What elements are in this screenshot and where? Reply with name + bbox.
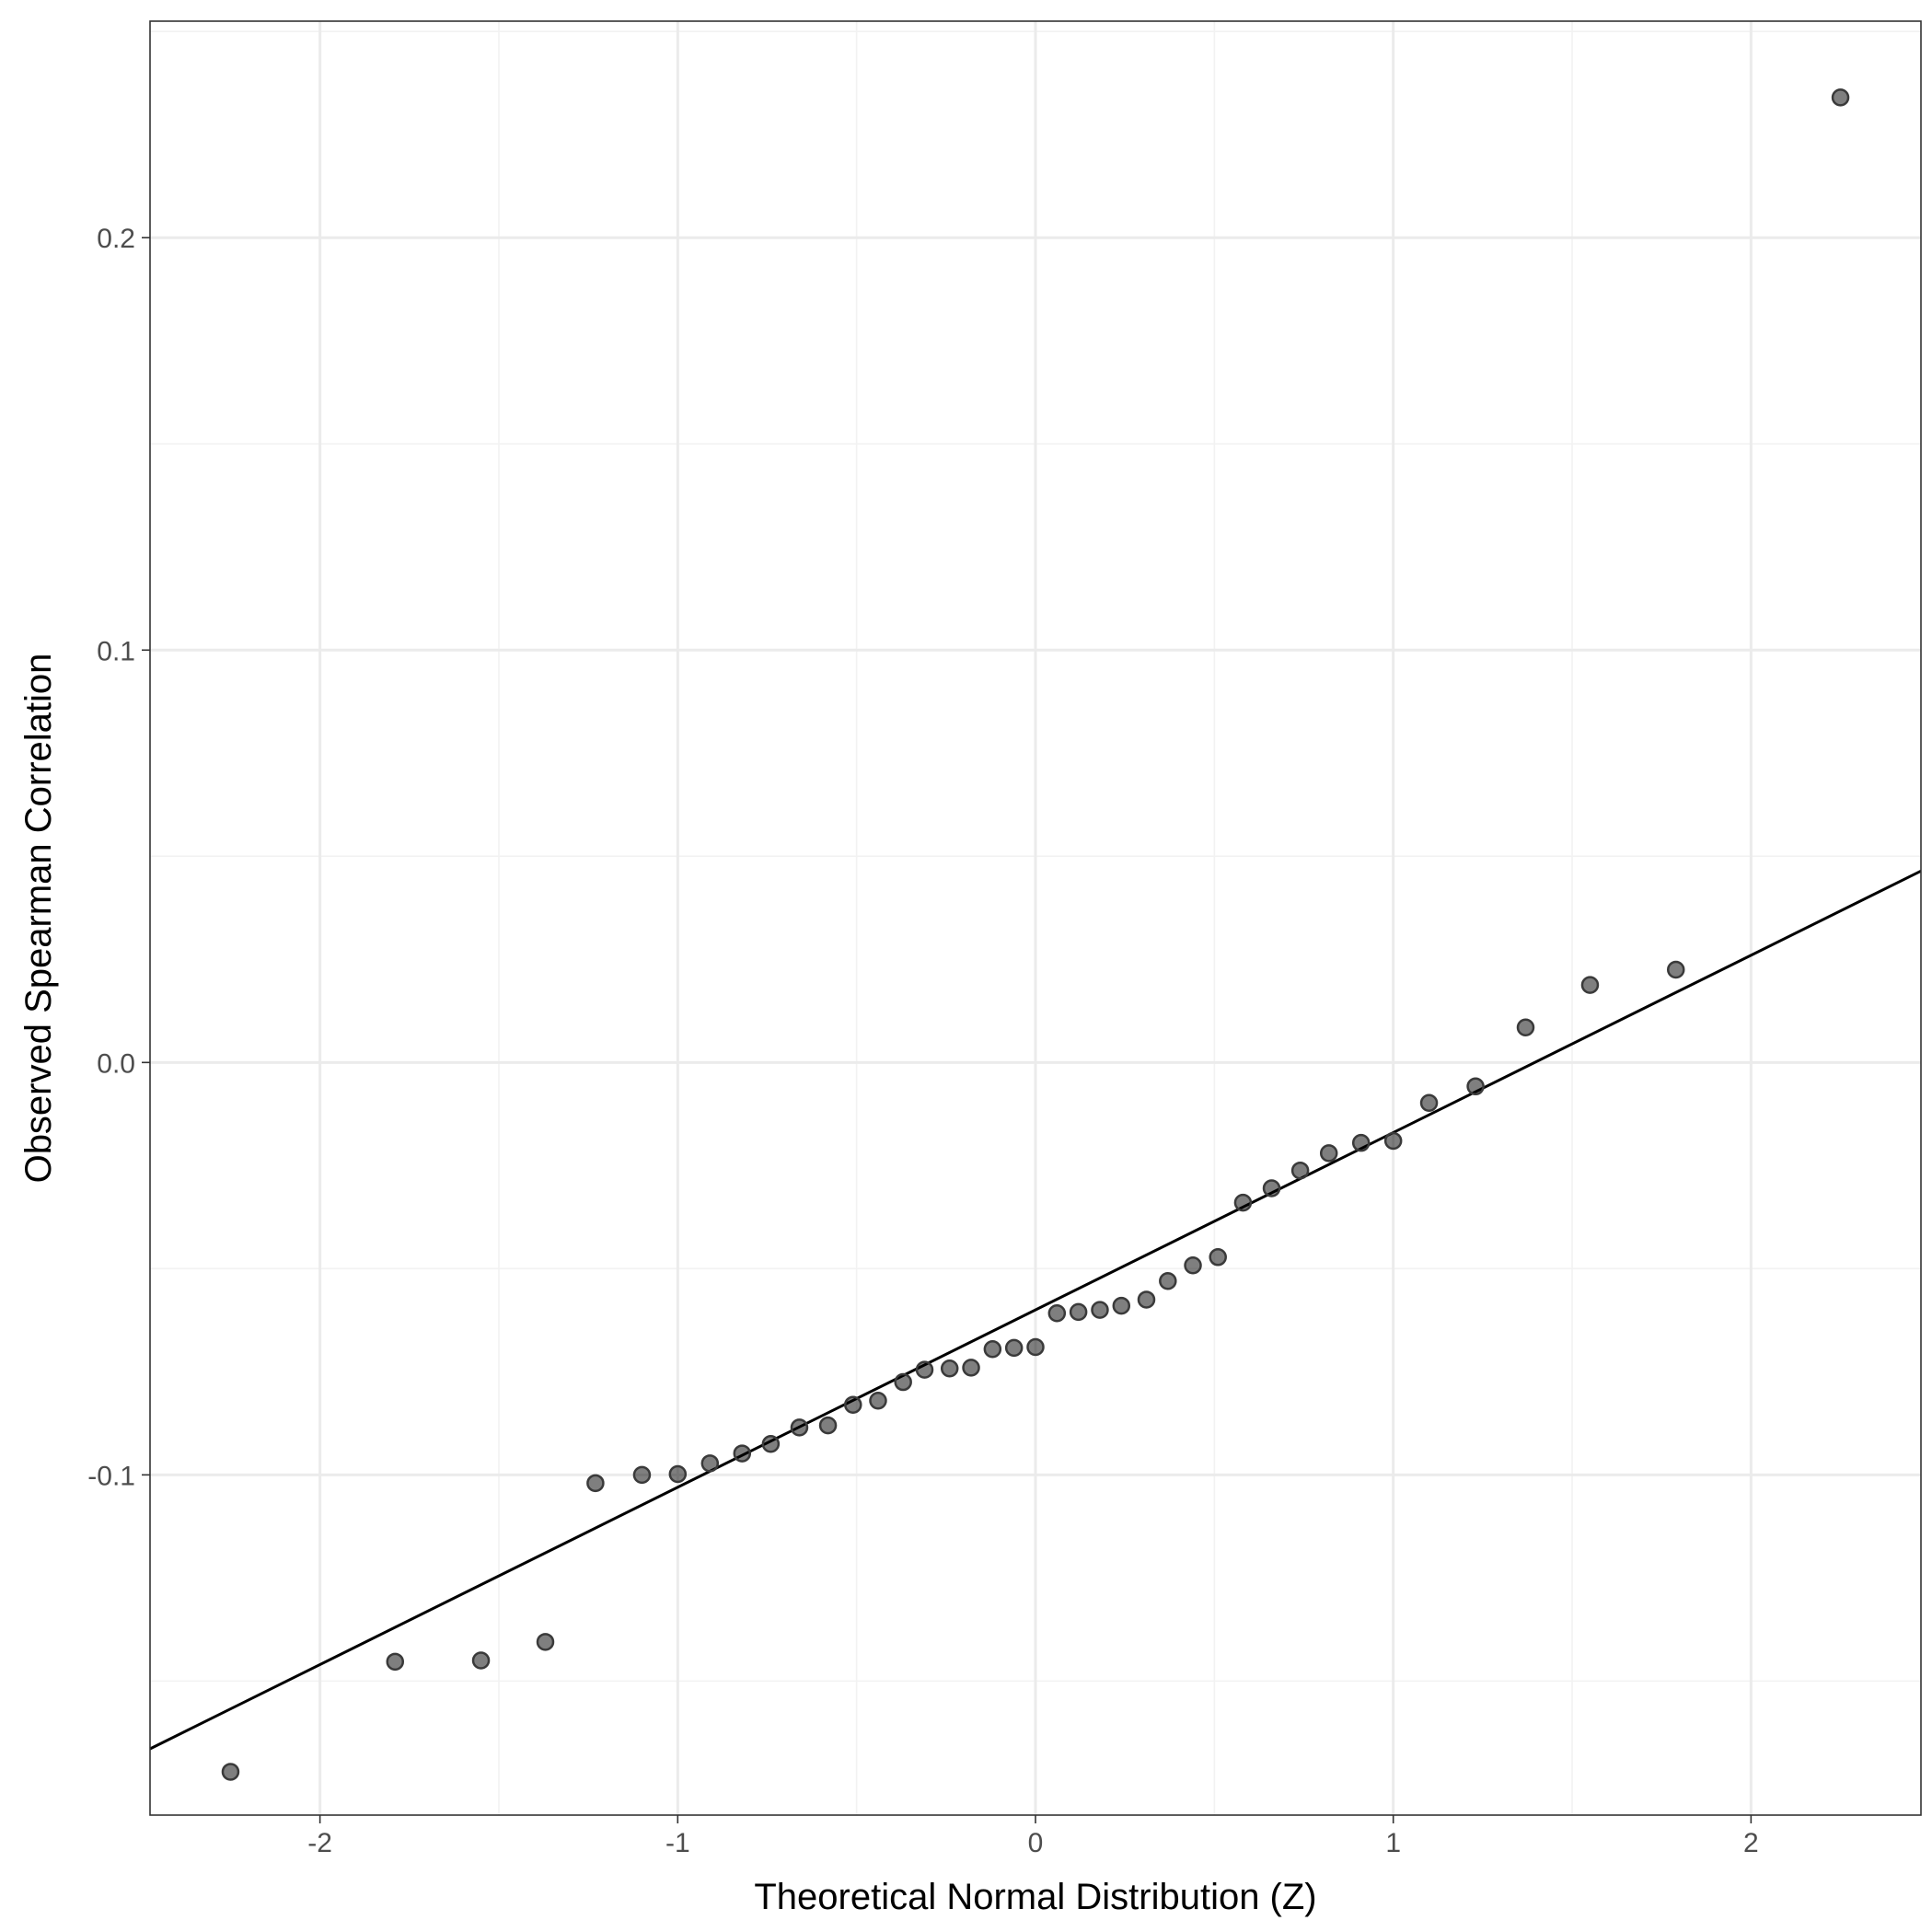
data-point	[668, 1464, 688, 1484]
data-point	[1091, 1301, 1109, 1319]
data-point	[386, 1652, 405, 1672]
x-tick-label: 2	[1743, 1828, 1759, 1858]
data-point	[962, 1359, 980, 1377]
data-point	[1137, 1290, 1156, 1309]
x-tick-label: 1	[1385, 1828, 1401, 1858]
data-point	[1290, 1161, 1310, 1180]
data-point	[1383, 1131, 1403, 1151]
data-point	[632, 1465, 652, 1485]
y-axis-ticks: -0.1 0.0 0.1 0.2	[87, 224, 150, 1491]
x-tick-label: -1	[665, 1828, 690, 1858]
data-point	[1419, 1093, 1439, 1112]
data-point	[1516, 1018, 1535, 1036]
data-point	[1351, 1133, 1371, 1152]
data-point	[894, 1372, 912, 1392]
data-point	[1004, 1338, 1024, 1358]
y-axis-title: Observed Spearman Correlation	[18, 654, 59, 1184]
data-point	[844, 1395, 862, 1414]
x-axis-ticks: -2 -1 0 1 2	[307, 1815, 1759, 1858]
data-point	[915, 1360, 934, 1379]
x-tick-label: 0	[1028, 1828, 1044, 1858]
data-points	[221, 88, 1850, 1781]
data-point	[471, 1651, 491, 1670]
y-tick-label: -0.1	[87, 1461, 135, 1491]
data-point	[1262, 1179, 1281, 1197]
data-point	[1184, 1256, 1202, 1275]
data-point	[940, 1359, 959, 1378]
data-point	[1047, 1303, 1067, 1323]
data-point	[1159, 1272, 1177, 1290]
x-axis-title: Theoretical Normal Distribution (Z)	[754, 1877, 1316, 1917]
data-point	[1831, 88, 1850, 107]
data-point	[586, 1474, 605, 1493]
y-tick-label: 0.2	[97, 224, 135, 254]
x-tick-label: -2	[307, 1828, 332, 1858]
data-point	[1466, 1077, 1485, 1096]
data-point	[1666, 960, 1685, 979]
data-point	[790, 1418, 809, 1437]
data-point	[1112, 1296, 1131, 1315]
data-point	[1026, 1337, 1045, 1357]
data-point	[869, 1391, 887, 1410]
reference-line-layer	[149, 869, 1922, 1751]
data-point	[733, 1444, 752, 1463]
data-point	[1580, 976, 1600, 994]
data-point	[700, 1454, 720, 1473]
data-point	[1233, 1193, 1253, 1212]
data-point	[536, 1633, 555, 1651]
y-tick-label: 0.0	[97, 1048, 135, 1079]
data-point	[1069, 1302, 1088, 1322]
data-point	[1209, 1248, 1227, 1267]
data-point	[818, 1416, 838, 1435]
qq-reference-line	[149, 869, 1922, 1751]
data-point	[983, 1339, 1002, 1359]
data-point	[1319, 1144, 1338, 1163]
y-tick-label: 0.1	[97, 636, 135, 666]
major-gridlines	[150, 21, 1921, 1815]
data-point	[221, 1763, 240, 1781]
data-point	[761, 1435, 781, 1453]
